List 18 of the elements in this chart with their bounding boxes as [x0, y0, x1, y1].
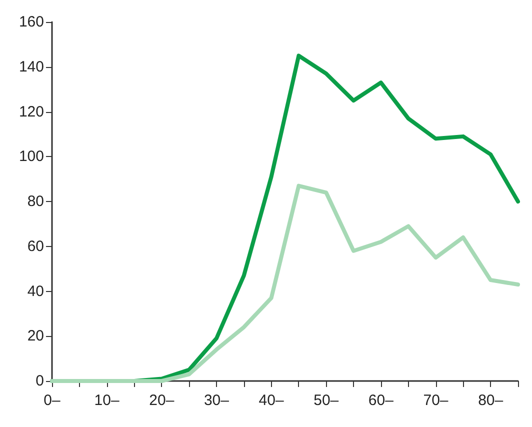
y-tick-label: 20	[27, 328, 44, 345]
x-tick-label: 50–	[314, 392, 340, 409]
y-tick-label: 100	[18, 148, 44, 166]
x-tick-label: 10–	[94, 392, 120, 409]
x-tick-label: 0–	[44, 392, 61, 409]
x-tick-label: 20–	[149, 392, 175, 409]
x-tick-label: 80–	[478, 392, 504, 409]
x-tick-label: 70–	[423, 392, 449, 409]
x-tick-label: 60–	[368, 392, 394, 409]
y-tick-label: 0	[36, 372, 44, 390]
y-tick-label: 60	[27, 238, 44, 255]
y-tick-label: 140	[18, 58, 44, 76]
x-tick-label: 40–	[258, 392, 284, 409]
y-tick-label: 120	[18, 103, 44, 120]
y-tick-label: 160	[18, 14, 44, 30]
x-tick-label: 30–	[204, 392, 230, 409]
y-tick-label: 80	[27, 193, 44, 210]
y-tick-label: 40	[27, 282, 44, 300]
